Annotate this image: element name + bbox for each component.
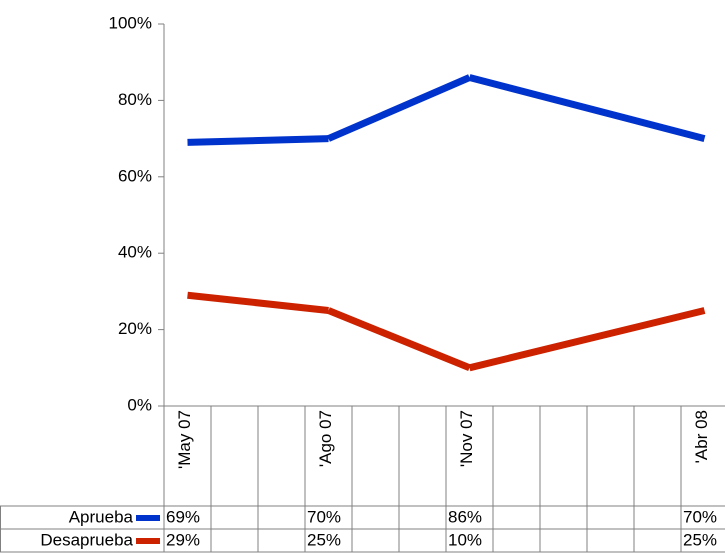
series-line: [187, 291, 329, 314]
series-line: [327, 74, 471, 142]
y-tick-label: 0%: [127, 395, 152, 414]
series-line: [468, 307, 706, 372]
series-line: [187, 135, 329, 146]
x-tick-label: 'May 07: [175, 410, 194, 469]
x-tick-label: 'Ago 07: [316, 410, 335, 467]
y-tick-label: 100%: [109, 13, 152, 32]
data-label: 25%: [307, 530, 341, 549]
data-label: 69%: [166, 507, 200, 526]
data-label: 25%: [683, 530, 717, 549]
series-line: [468, 74, 706, 142]
legend-swatch: [136, 538, 160, 544]
data-label: 70%: [683, 507, 717, 526]
data-label: 86%: [448, 507, 482, 526]
data-label: 10%: [448, 530, 482, 549]
data-label: 29%: [166, 530, 200, 549]
y-tick-label: 20%: [118, 319, 152, 338]
legend-label: Aprueba: [69, 507, 134, 526]
y-tick-label: 80%: [118, 90, 152, 109]
data-label: 70%: [307, 507, 341, 526]
x-tick-label: 'Nov 07: [457, 410, 476, 467]
y-tick-label: 40%: [118, 243, 152, 262]
y-tick-label: 60%: [118, 166, 152, 185]
legend-label: Desaprueba: [40, 530, 133, 549]
x-tick-label: 'Abr 08: [692, 410, 711, 463]
series-line: [327, 307, 471, 372]
legend-swatch: [136, 515, 160, 521]
